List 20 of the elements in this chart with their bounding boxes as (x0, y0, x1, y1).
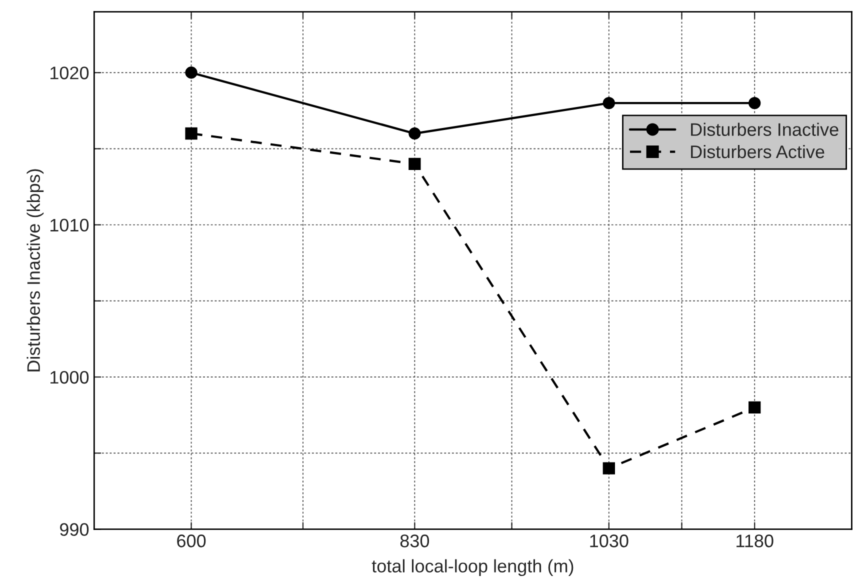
y-tick-label: 1020 (50, 66, 89, 80)
y-tick-label: 1000 (50, 370, 89, 384)
point (602, 96, 615, 110)
point (408, 127, 421, 140)
point (748, 96, 761, 110)
x-tick-label: 830 (400, 534, 430, 548)
x-tick-label: 1180 (736, 534, 774, 548)
y-tick-label: 1010 (50, 218, 89, 232)
point (408, 158, 421, 170)
legend-label: Disturbers Inactive (691, 122, 838, 136)
point (185, 66, 198, 79)
point (748, 401, 761, 414)
y-axis-title: Disturbers Inactive (kbps) (26, 169, 44, 372)
point (602, 462, 615, 474)
y-tick-label: 990 (60, 523, 89, 536)
x-tick-label: 600 (177, 534, 206, 548)
x-tick-label: 1030 (590, 534, 628, 548)
legend-label: Disturbers Active (691, 144, 824, 158)
x-axis-title: total local-loop length (m) (372, 559, 574, 576)
point (185, 127, 198, 140)
